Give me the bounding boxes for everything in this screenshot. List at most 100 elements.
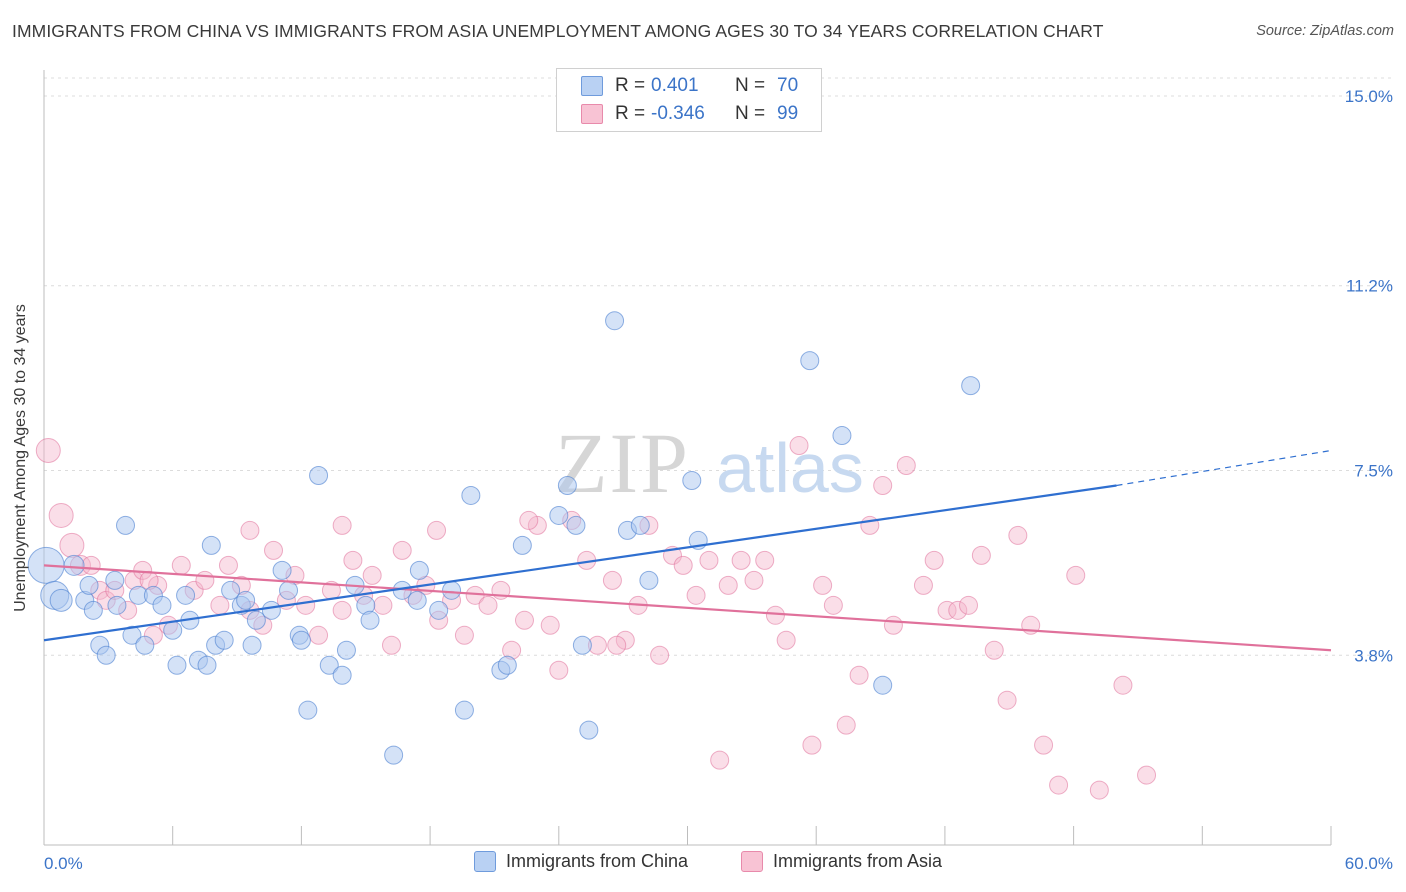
asia-point <box>937 600 957 620</box>
asia-point <box>81 555 101 575</box>
china-trendline <box>43 484 1117 642</box>
china-point <box>197 655 217 675</box>
source-label: Source: ZipAtlas.com <box>1256 23 1394 39</box>
trendlines <box>43 449 1332 652</box>
x-tick-label-max: 60.0% <box>1345 854 1393 873</box>
china-point <box>176 585 196 605</box>
china-point <box>246 610 266 630</box>
china-point <box>214 630 234 650</box>
asia-point <box>210 595 230 615</box>
china-point <box>572 635 592 655</box>
asia-point <box>997 690 1017 710</box>
asia-point <box>171 555 191 575</box>
asia-point <box>948 600 968 620</box>
asia-point <box>971 545 991 565</box>
china-point <box>298 700 318 720</box>
china-point <box>116 515 136 535</box>
china-point <box>332 665 352 685</box>
china-point <box>461 485 481 505</box>
china-points <box>27 311 981 765</box>
asia-point <box>454 625 474 645</box>
asia-point <box>813 575 833 595</box>
watermark-zip: ZIP <box>555 415 690 511</box>
asia-point <box>549 660 569 680</box>
china-point <box>105 570 125 590</box>
chart-title: IMMIGRANTS FROM CHINA VS IMMIGRANTS FROM… <box>12 21 1104 41</box>
asia-point <box>35 438 61 464</box>
asia-point <box>607 635 627 655</box>
asia-point <box>699 550 719 570</box>
china-point <box>309 465 329 485</box>
legend-row-china: R = 0.401 N = 70 <box>581 73 798 99</box>
asia-point <box>381 635 401 655</box>
bottom-legend-china: Immigrants from China <box>474 851 688 872</box>
asia-points <box>35 436 1157 800</box>
asia-point <box>755 550 775 570</box>
bottom-legend-label-asia: Immigrants from Asia <box>773 851 943 871</box>
china-point <box>221 580 241 600</box>
asia-point <box>686 585 706 605</box>
china-point <box>409 560 429 580</box>
legend-r-label-china: R = <box>615 75 646 96</box>
correlation-legend: R = 0.401 N = 70 R = -0.346 N = 99 <box>556 68 822 132</box>
asia-point <box>1137 765 1157 785</box>
asia-point <box>309 625 329 645</box>
asia-point <box>958 595 978 615</box>
china-point <box>319 655 339 675</box>
y-tick-label: 3.8% <box>1354 646 1393 665</box>
x-tick-label-min: 0.0% <box>44 854 83 873</box>
china-point <box>152 595 172 615</box>
y-tick-label: 15.0% <box>1345 87 1393 106</box>
asia-point <box>240 520 260 540</box>
china-point <box>83 600 103 620</box>
legend-r-value-asia: -0.346 <box>651 103 705 124</box>
asia-point <box>873 475 893 495</box>
legend-n-label-asia: N = <box>735 103 766 124</box>
legend-n-value-asia: 99 <box>777 103 799 124</box>
asia-point <box>650 645 670 665</box>
china-point <box>442 580 462 600</box>
asia-point <box>332 600 352 620</box>
tick-labels: 3.8% 7.5% 11.2% 15.0% 0.0% 60.0% <box>44 87 1393 873</box>
china-point <box>639 570 659 590</box>
china-point <box>961 376 981 396</box>
china-point <box>279 580 299 600</box>
china-point <box>167 655 187 675</box>
china-trendline-extension <box>1116 449 1332 487</box>
axes <box>43 70 1332 846</box>
china-point <box>336 640 356 660</box>
china-point <box>429 600 449 620</box>
asia-point <box>924 550 944 570</box>
china-point <box>107 595 127 615</box>
asia-point <box>195 570 215 590</box>
china-point <box>49 588 73 612</box>
china-point <box>242 635 262 655</box>
bottom-legend-asia: Immigrants from Asia <box>741 851 942 872</box>
asia-point <box>514 610 534 630</box>
asia-point <box>296 595 316 615</box>
asia-point <box>718 575 738 595</box>
asia-point <box>48 502 74 528</box>
china-point <box>236 590 256 610</box>
asia-point <box>478 595 498 615</box>
china-point <box>261 600 281 620</box>
china-point <box>122 625 142 645</box>
asia-point <box>1008 525 1028 545</box>
asia-point <box>1066 565 1086 585</box>
asia-point <box>673 555 693 575</box>
watermark: ZIP atlas <box>555 415 864 511</box>
china-point <box>682 470 702 490</box>
asia-point <box>883 615 903 635</box>
legend-r-label-asia: R = <box>615 103 646 124</box>
china-point <box>566 515 586 535</box>
asia-point <box>602 570 622 590</box>
legend-row-asia: R = -0.346 N = 99 <box>581 101 798 127</box>
asia-point <box>362 565 382 585</box>
china-point <box>630 515 650 535</box>
asia-point <box>1113 675 1133 695</box>
china-point <box>384 745 404 765</box>
china-point <box>800 351 820 371</box>
asia-point <box>264 540 284 560</box>
china-point <box>163 620 183 640</box>
